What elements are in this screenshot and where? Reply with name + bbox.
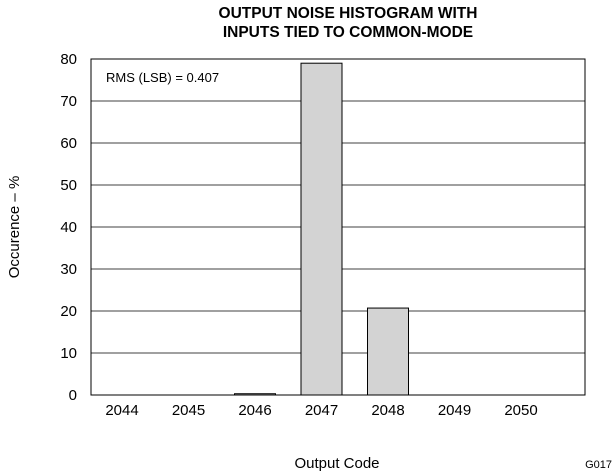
x-tick-label: 2045 bbox=[172, 402, 205, 419]
y-tick-label: 80 bbox=[60, 51, 77, 68]
y-tick-label: 20 bbox=[60, 303, 77, 320]
figure-id-label: G017 bbox=[585, 459, 612, 471]
y-tick-label: 50 bbox=[60, 177, 77, 194]
chart-title-line2: INPUTS TIED TO COMMON-MODE bbox=[223, 24, 473, 41]
chart-title-line1: OUTPUT NOISE HISTOGRAM WITH bbox=[219, 5, 478, 22]
y-tick-label: 60 bbox=[60, 135, 77, 152]
plot-area-frame bbox=[90, 58, 586, 396]
bar-2048 bbox=[367, 307, 409, 396]
y-tick-label: 70 bbox=[60, 93, 77, 110]
x-tick-label: 2050 bbox=[504, 402, 537, 419]
x-tick-label: 2044 bbox=[105, 402, 138, 419]
y-tick-labels: 0 10 20 30 40 50 60 70 80 bbox=[60, 51, 77, 404]
x-tick-labels: 2044 2045 2046 2047 2048 2049 2050 bbox=[105, 402, 537, 419]
x-tick-label: 2046 bbox=[238, 402, 271, 419]
x-tick-label: 2048 bbox=[371, 402, 404, 419]
x-tick-label: 2047 bbox=[305, 402, 338, 419]
y-tick-label: 0 bbox=[69, 387, 77, 404]
y-axis-label: Occurence – % bbox=[6, 176, 23, 279]
rms-annotation: RMS (LSB) = 0.407 bbox=[106, 70, 219, 85]
x-axis-label: Output Code bbox=[294, 455, 379, 472]
y-tick-label: 10 bbox=[60, 345, 77, 362]
y-tick-label: 40 bbox=[60, 219, 77, 236]
y-tick-label: 30 bbox=[60, 261, 77, 278]
x-tick-label: 2049 bbox=[438, 402, 471, 419]
bars bbox=[234, 62, 409, 396]
bar-2047 bbox=[300, 62, 343, 396]
